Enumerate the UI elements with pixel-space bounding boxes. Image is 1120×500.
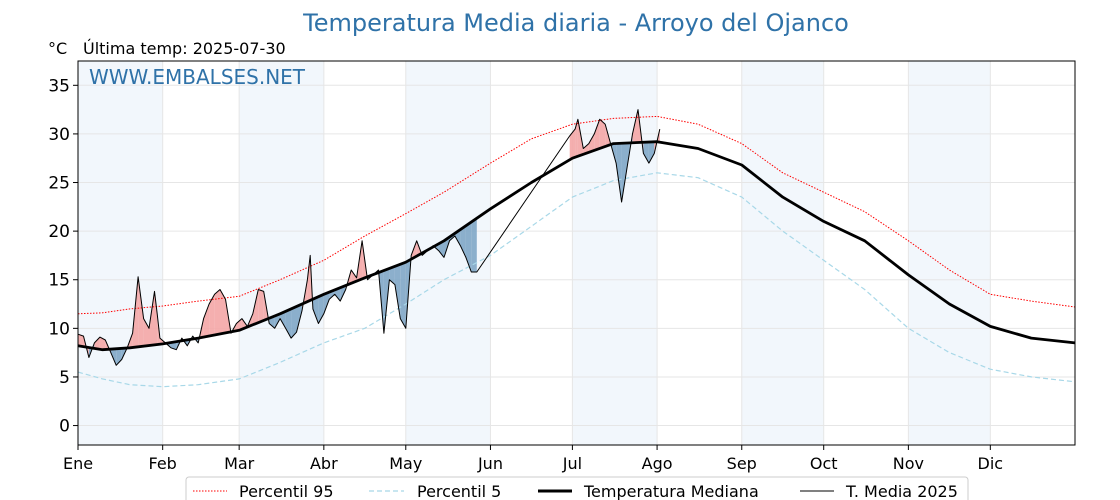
y-tick-label-25: 25	[48, 174, 70, 194]
fill-segment-27	[214, 289, 220, 335]
y-axis-ticks: 0 5 10 15 20 25 30 35	[48, 76, 78, 437]
fill-segment-26	[209, 294, 215, 336]
fill-segment-34	[252, 289, 259, 325]
fill-segment-75	[471, 218, 477, 272]
x-tick-label-ago: Ago	[642, 454, 673, 473]
legend-label-p5: Percentil 5	[417, 482, 501, 500]
last-temp-label: Última temp: 2025-07-30	[83, 39, 286, 58]
x-tick-label-ene: Ene	[63, 454, 93, 473]
legend: Percentil 95 Percentil 5 Temperatura Med…	[185, 476, 969, 500]
fill-segment-41	[291, 306, 297, 339]
fill-segment-21	[181, 338, 188, 346]
fill-segment-28	[220, 289, 226, 334]
fill-segment-83	[599, 119, 606, 149]
fill-segment-77	[569, 129, 576, 160]
month-band-jul	[572, 61, 658, 445]
month-bands	[78, 61, 991, 445]
fill-segment-8	[116, 348, 122, 366]
fill-segment-87	[621, 143, 627, 202]
fill-segment-39	[280, 311, 286, 329]
fill-segment-25	[203, 304, 210, 337]
x-tick-label-sep: Sep	[727, 454, 757, 473]
fill-segment-13	[143, 318, 149, 347]
fill-segment-5	[99, 337, 106, 350]
fill-segment-82	[594, 119, 600, 151]
y-tick-label-30: 30	[48, 125, 70, 145]
chart-title: Temperatura Media diaria - Arroyo del Oj…	[302, 9, 849, 37]
fill-segment-46	[312, 296, 319, 324]
fill-segment-14	[149, 291, 155, 346]
y-tick-label-15: 15	[48, 271, 70, 291]
series-line-0	[77, 115, 1076, 315]
fill-segment-61	[394, 264, 401, 319]
fill-segment-38	[274, 313, 281, 329]
fill-segment-4	[94, 337, 100, 350]
x-tick-label-feb: Feb	[149, 454, 177, 473]
month-band-nov	[908, 61, 991, 445]
legend-label-2025: T. Media 2025	[845, 482, 958, 500]
x-tick-label-jun: Jun	[477, 454, 503, 473]
x-tick-label-dic: Dic	[978, 454, 1004, 473]
y-tick-label-0: 0	[59, 417, 70, 437]
fill-segment-20	[176, 338, 182, 350]
month-band-mar	[239, 61, 324, 445]
fill-segment-78	[575, 119, 578, 158]
fill-segment-53	[351, 270, 357, 284]
y-tick-label-5: 5	[59, 368, 70, 388]
watermark: WWW.EMBALSES.NET	[89, 65, 306, 89]
y-tick-label-35: 35	[48, 76, 70, 96]
legend-box	[185, 476, 969, 500]
unit-label: °C	[48, 39, 67, 58]
y-tick-label-20: 20	[48, 222, 70, 242]
fill-segment-60	[389, 266, 395, 285]
fill-segment-86	[616, 143, 622, 202]
fill-segment-31	[236, 318, 242, 331]
month-band-ene	[78, 61, 163, 445]
fill-segment-91	[643, 142, 649, 164]
fill-segment-40	[285, 308, 292, 339]
series-line-1	[77, 172, 1076, 388]
fill-segment-69	[438, 240, 444, 258]
fill-segment-92	[648, 141, 655, 164]
x-tick-label-mar: Mar	[224, 454, 255, 473]
x-tick-label-oct: Oct	[810, 454, 838, 473]
fill-segment-48	[323, 292, 330, 314]
fill-segment-73	[460, 225, 466, 258]
fill-segment-35	[258, 289, 264, 323]
series-line-2	[77, 140, 1076, 352]
series-lines	[77, 109, 1076, 388]
fill-segment-81	[588, 133, 595, 153]
y-tick-label-10: 10	[48, 319, 70, 339]
legend-label-p95: Percentil 95	[239, 482, 334, 500]
series-line-3	[77, 109, 661, 366]
fill-segment-12	[138, 276, 144, 347]
plot-frame	[77, 60, 1076, 446]
x-axis-ticks: Ene Feb Mar Abr May Jun Jul Ago Sep Oct Nov Dic	[63, 445, 1003, 473]
fill-segment-1	[78, 334, 84, 347]
x-tick-label-may: May	[389, 454, 422, 473]
fill-segment-74	[465, 222, 472, 272]
x-tick-label-abr: Abr	[310, 454, 338, 473]
legend-label-median: Temperatura Mediana	[583, 482, 759, 500]
fill-segment-3	[88, 342, 95, 358]
x-tick-label-jul: Jul	[562, 454, 582, 473]
fill-segment-62	[400, 262, 406, 329]
fill-segment-15	[154, 291, 158, 345]
month-band-sep	[741, 61, 824, 445]
x-tick-label-nov: Nov	[893, 454, 924, 473]
fill-segment-50	[334, 287, 341, 302]
